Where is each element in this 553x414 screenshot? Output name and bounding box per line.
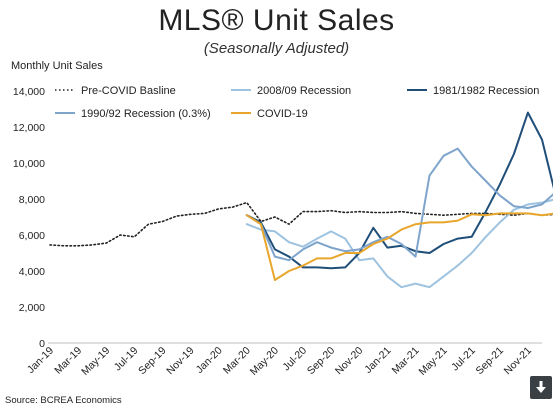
y-tick-label: 14,000 <box>13 86 45 98</box>
y-tick-label: 12,000 <box>13 122 45 134</box>
source-note: Source: BCREA Economics <box>5 395 122 406</box>
x-tick-label: Nov-21 <box>502 345 535 378</box>
x-tick-label: May-19 <box>79 345 112 378</box>
x-tick-label: Sep-21 <box>474 345 507 378</box>
y-axis-label: Monthly Unit Sales <box>11 60 103 72</box>
legend-label: COVID-19 <box>257 108 308 120</box>
y-tick-label: 2,000 <box>19 302 45 314</box>
x-tick-label: May-21 <box>416 345 449 378</box>
x-tick-label: Jan-21 <box>362 345 393 376</box>
legend-label: 1990/92 Recession (0.3%) <box>81 108 211 120</box>
chart-title: MLS® Unit Sales <box>158 4 395 37</box>
legend: Pre-COVID Basline 2008/09 Recession 1981/1… <box>55 85 539 120</box>
y-tick-label: 0 <box>39 338 45 350</box>
legend-label: 2008/09 Recession <box>257 85 351 97</box>
download-icon <box>536 381 546 393</box>
x-tick-label: May-20 <box>248 345 281 378</box>
series-line-2 <box>245 111 553 270</box>
x-tick-label: Jan-20 <box>194 345 225 376</box>
x-tick-label: Mar-21 <box>390 345 422 377</box>
series-line-3 <box>245 147 553 262</box>
y-tick-label: 10,000 <box>13 158 45 170</box>
legend-label: 1981/1982 Recession <box>433 85 539 97</box>
legend-label: Pre-COVID Basline <box>81 85 176 97</box>
series-line-1 <box>245 198 553 289</box>
y-axis-ticks: 0 2,000 4,000 6,000 8,000 10,000 12,000 14,000 <box>13 86 45 350</box>
chart-subtitle: (Seasonally Adjusted) <box>203 40 350 57</box>
series-line-0 <box>49 201 553 247</box>
series-lines <box>49 111 553 289</box>
y-tick-label: 8,000 <box>19 194 45 206</box>
x-tick-label: Nov-20 <box>333 345 366 378</box>
series-line-4 <box>245 212 553 281</box>
x-tick-label: Nov-19 <box>164 345 197 378</box>
download-button[interactable] <box>530 376 552 399</box>
y-tick-label: 6,000 <box>19 230 45 242</box>
y-tick-label: 4,000 <box>19 266 45 278</box>
x-tick-label: Mar-19 <box>52 345 84 377</box>
x-tick-label: Sep-20 <box>305 345 338 378</box>
x-tick-label: Sep-19 <box>136 345 169 378</box>
x-tick-label: Mar-20 <box>221 345 253 377</box>
